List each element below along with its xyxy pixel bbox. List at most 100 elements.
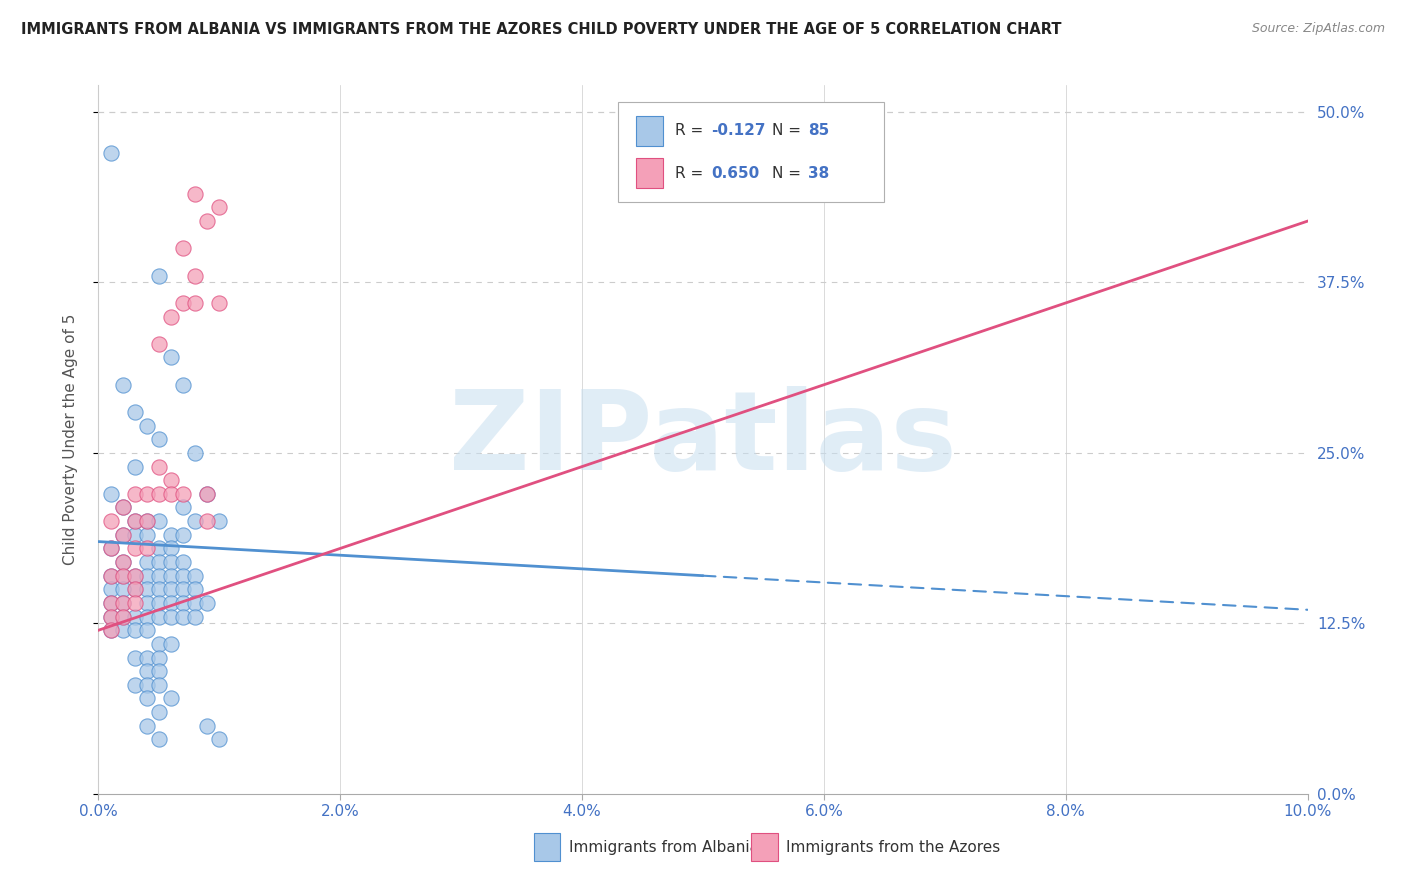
Point [195,214,218,228]
Point [135,514,157,528]
Point [148,514,170,528]
Point [124,459,146,474]
Point [172,568,194,582]
Point [100,541,122,556]
Point [148,555,170,569]
Point [124,596,146,610]
Point [100,609,122,624]
Point [208,296,231,310]
Point [160,609,183,624]
Point [100,568,122,582]
Point [148,487,170,501]
Point [100,514,122,528]
Point [135,418,157,433]
Point [184,268,207,283]
Point [100,145,122,160]
Point [135,719,157,733]
Text: IMMIGRANTS FROM ALBANIA VS IMMIGRANTS FROM THE AZORES CHILD POVERTY UNDER THE AG: IMMIGRANTS FROM ALBANIA VS IMMIGRANTS FR… [21,22,1062,37]
Point [124,405,146,419]
Point [111,568,134,582]
Point [100,568,122,582]
Point [124,624,146,638]
Point [124,582,146,597]
Point [160,473,183,487]
Point [160,596,183,610]
Point [100,487,122,501]
Point [160,351,183,365]
Point [148,609,170,624]
Point [124,514,146,528]
Point [160,691,183,706]
Point [148,459,170,474]
FancyBboxPatch shape [619,103,884,202]
Point [160,555,183,569]
Point [111,500,134,515]
Point [172,296,194,310]
Bar [637,116,664,145]
Point [184,609,207,624]
Point [111,609,134,624]
Point [148,568,170,582]
Point [124,609,146,624]
Point [160,568,183,582]
Point [100,624,122,638]
Point [148,732,170,747]
Bar [637,159,664,188]
Y-axis label: Child Poverty Under the Age of 5: Child Poverty Under the Age of 5 [63,314,77,565]
Point [111,528,134,542]
Point [111,500,134,515]
Point [160,310,183,324]
Text: 0.650: 0.650 [711,166,759,181]
Point [135,678,157,692]
Point [135,528,157,542]
Point [111,555,134,569]
Text: 85: 85 [808,123,830,138]
Point [184,596,207,610]
Point [124,650,146,665]
Text: R =: R = [675,166,709,181]
Point [148,678,170,692]
Point [111,596,134,610]
Point [111,624,134,638]
Text: R =: R = [675,123,709,138]
Point [100,609,122,624]
Bar [534,833,561,862]
Point [148,268,170,283]
Bar [751,833,778,862]
Point [124,528,146,542]
Point [111,555,134,569]
Text: Immigrants from the Azores: Immigrants from the Azores [786,839,1001,855]
Point [172,500,194,515]
Point [184,514,207,528]
Point [148,541,170,556]
Point [160,487,183,501]
Point [135,691,157,706]
Text: ZIPatlas: ZIPatlas [449,386,957,492]
Point [184,568,207,582]
Point [172,528,194,542]
Point [135,596,157,610]
Point [195,514,218,528]
Point [124,568,146,582]
Point [148,433,170,447]
Point [100,596,122,610]
Point [135,568,157,582]
Point [135,582,157,597]
Point [172,555,194,569]
Text: Source: ZipAtlas.com: Source: ZipAtlas.com [1251,22,1385,36]
Point [124,541,146,556]
Point [135,664,157,678]
Point [124,678,146,692]
Point [195,487,218,501]
Point [148,664,170,678]
Point [111,596,134,610]
Point [208,514,231,528]
Point [148,596,170,610]
Point [100,624,122,638]
Point [172,241,194,255]
Point [135,650,157,665]
Point [195,719,218,733]
Point [148,705,170,719]
Point [135,514,157,528]
Point [160,582,183,597]
